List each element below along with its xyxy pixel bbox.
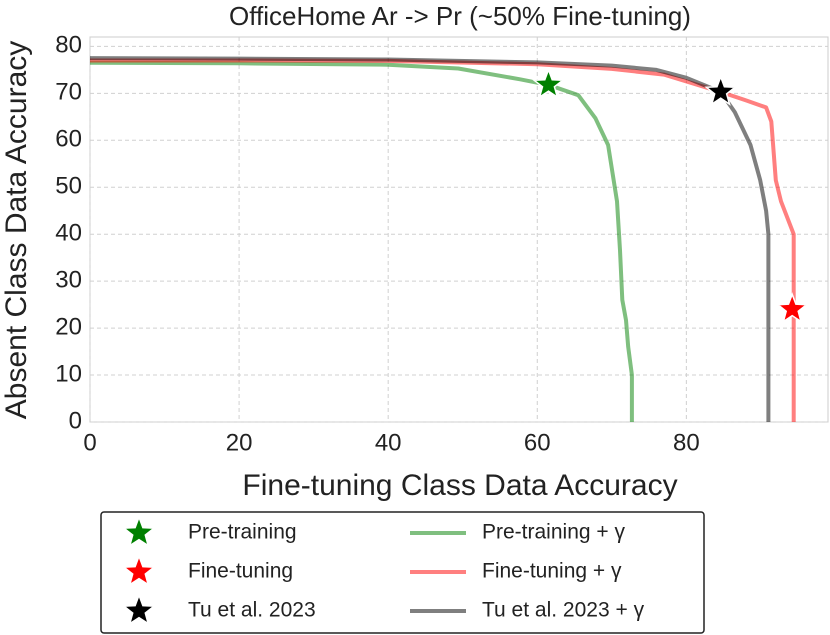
x-tick-label: 0 <box>83 429 96 456</box>
legend-star <box>123 555 155 586</box>
legend-label: Pre-training <box>188 521 297 544</box>
y-axis-label: Absent Class Data Accuracy <box>0 41 33 420</box>
x-tick-label: 40 <box>375 429 402 456</box>
y-tick-label: 70 <box>55 79 82 106</box>
chart-title: OfficeHome Ar -> Pr (~50% Fine-tuning) <box>229 1 691 31</box>
y-tick-label: 20 <box>55 313 82 340</box>
series-line <box>89 60 634 422</box>
x-tick-label: 80 <box>673 429 700 456</box>
y-tick-label: 50 <box>55 173 82 200</box>
star-marker <box>704 74 737 106</box>
legend-label: Fine-tuning + γ <box>482 560 622 583</box>
y-tick-label: 30 <box>55 266 82 293</box>
legend-box <box>100 511 705 634</box>
y-tick-label: 80 <box>55 32 82 59</box>
legend-star <box>123 594 155 625</box>
legend-label: Fine-tuning <box>188 560 293 583</box>
legend-label: Pre-training + γ <box>482 521 625 544</box>
x-axis-label: Fine-tuning Class Data Accuracy <box>242 469 677 502</box>
x-tick-label: 60 <box>524 429 551 456</box>
y-tick-label: 60 <box>55 126 82 153</box>
series-line <box>90 58 796 422</box>
y-tick-label: 0 <box>69 407 82 434</box>
y-tick-label: 10 <box>55 360 82 387</box>
y-tick-label: 40 <box>55 220 82 247</box>
star-marker <box>775 292 809 324</box>
x-tick-label: 20 <box>226 429 253 456</box>
legend-label: Tu et al. 2023 + γ <box>482 599 645 622</box>
star-marker <box>532 67 565 99</box>
series-line <box>89 56 771 422</box>
legend-star <box>123 516 155 547</box>
legend-label: Tu et al. 2023 <box>188 599 316 622</box>
